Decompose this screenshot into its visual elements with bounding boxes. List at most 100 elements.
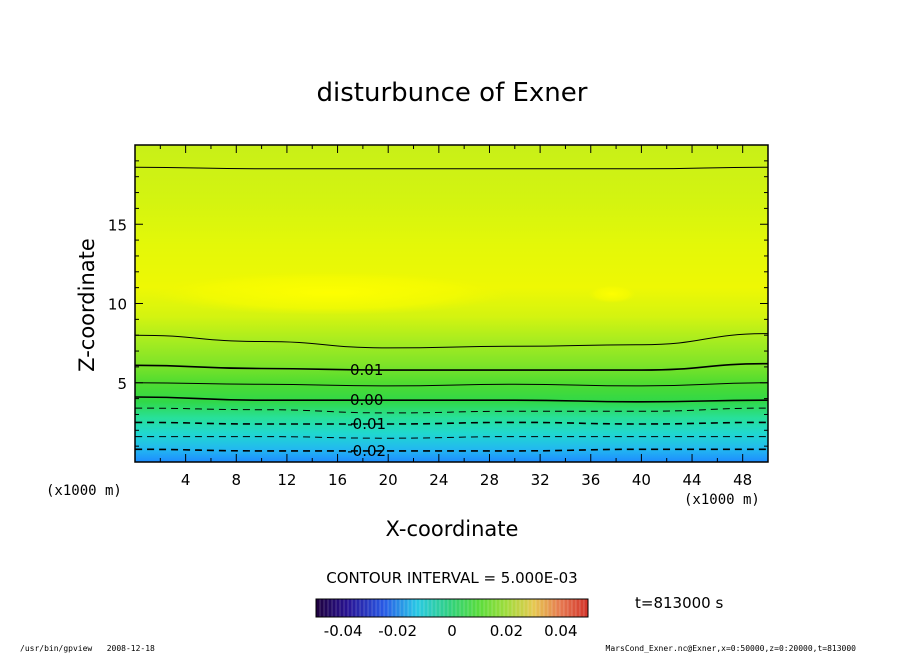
colorbar-tick-label: 0: [447, 622, 457, 640]
x-tick-label: 44: [682, 471, 701, 489]
contour-label: 0.00: [350, 391, 383, 409]
colorbar-cell: [436, 599, 441, 617]
colorbar-ticks: -0.04 -0.02 0 0.02 0.04: [324, 622, 578, 640]
colorbar-cell: [424, 599, 429, 617]
colorbar-cell: [336, 599, 341, 617]
x-tick-label: 12: [277, 471, 296, 489]
colorbar-cell: [400, 599, 405, 617]
contour-labels: 0.01 0.00 -0.01 -0.02: [347, 361, 386, 460]
colorbar-cell: [332, 599, 337, 617]
colorbar-cell: [412, 599, 417, 617]
colorbar-cell: [520, 599, 525, 617]
colorbar-cell: [544, 599, 549, 617]
colorbar-cell: [352, 599, 357, 617]
colorbar-cell: [384, 599, 389, 617]
y-axis-label: Z-coordinate: [75, 238, 99, 372]
x-axis-label: X-coordinate: [386, 517, 519, 541]
contour-line: [135, 382, 768, 387]
colorbar-cell: [360, 599, 365, 617]
colorbar-cell: [380, 599, 385, 617]
colorbar-cells: [315, 599, 589, 617]
x-tick-label: 20: [379, 471, 398, 489]
colorbar-cell: [340, 599, 345, 617]
colorbar-cell: [356, 599, 361, 617]
colorbar-cell: [440, 599, 445, 617]
colorbar-tick-label: 0.04: [544, 622, 577, 640]
colorbar-cell: [512, 599, 517, 617]
contour-label: -0.02: [347, 442, 386, 460]
y-tick-label: 5: [117, 375, 127, 393]
colorbar-cell: [480, 599, 485, 617]
y-tick-label: 10: [108, 296, 127, 314]
colorbar-cell: [316, 599, 321, 617]
contour-line: [135, 421, 768, 425]
contour-line: [135, 166, 768, 170]
colorbar-cell: [516, 599, 521, 617]
colorbar-tick-label: -0.02: [378, 622, 417, 640]
colorbar-cell: [388, 599, 393, 617]
contour-line: [135, 333, 768, 349]
colorbar-cell: [560, 599, 565, 617]
x-tick-label: 28: [480, 471, 499, 489]
colorbar-tick-label: -0.04: [324, 622, 363, 640]
colorbar-cell: [572, 599, 577, 617]
colorbar-cell: [484, 599, 489, 617]
colorbar-cell: [396, 599, 401, 617]
contour-label: -0.01: [347, 415, 386, 433]
colorbar-cell: [488, 599, 493, 617]
colorbar-cell: [324, 599, 329, 617]
contour-lines: [135, 166, 768, 452]
colorbar-cell: [452, 599, 457, 617]
x-tick-label: 36: [581, 471, 600, 489]
x-tick-label: 40: [632, 471, 651, 489]
x-tick-label: 48: [733, 471, 752, 489]
x-unit-label-right: (x1000 m): [684, 492, 760, 508]
colorbar-cell: [460, 599, 465, 617]
colorbar-cell: [496, 599, 501, 617]
contour-line: [135, 362, 768, 371]
colorbar-frame: [315, 598, 589, 618]
y-axis-ticks: 5 10 15: [108, 160, 768, 447]
colorbar-cell: [532, 599, 537, 617]
colorbar-cell: [320, 599, 325, 617]
contour-line: [135, 396, 768, 403]
x-tick-label: 16: [328, 471, 347, 489]
contour-interval-label: CONTOUR INTERVAL = 5.000E-03: [326, 569, 577, 587]
colorbar-cell: [344, 599, 349, 617]
contour-line: [135, 436, 768, 439]
colorbar-cell: [408, 599, 413, 617]
x-tick-label: 4: [181, 471, 191, 489]
colorbar-cell: [564, 599, 569, 617]
colorbar-cell: [584, 599, 589, 617]
colorbar-tick-label: 0.02: [490, 622, 523, 640]
chart-title: disturbunce of Exner: [317, 78, 588, 108]
colorbar-cell: [500, 599, 505, 617]
colorbar-cell: [568, 599, 573, 617]
field-maximum-east: [588, 285, 636, 303]
colorbar-cell: [472, 599, 477, 617]
footer-right: MarsCond_Exner.nc@Exner,x=0:50000,z=0:20…: [606, 644, 857, 653]
colorbar-cell: [508, 599, 513, 617]
contour-line: [135, 448, 768, 452]
colorbar-cell: [416, 599, 421, 617]
colorbar-cell: [444, 599, 449, 617]
colorbar-cell: [368, 599, 373, 617]
colorbar-cell: [580, 599, 585, 617]
colorbar-cell: [428, 599, 433, 617]
colorbar-cell: [420, 599, 425, 617]
colorbar-cell: [556, 599, 561, 617]
x-tick-label: 24: [429, 471, 448, 489]
colorbar-cell: [432, 599, 437, 617]
colorbar-cell: [348, 599, 353, 617]
colorbar-cell: [492, 599, 497, 617]
colorbar-cell: [364, 599, 369, 617]
colorbar-cell: [552, 599, 557, 617]
colorbar-cell: [536, 599, 541, 617]
colorbar-cell: [528, 599, 533, 617]
colorbar-cell: [540, 599, 545, 617]
footer-left: /usr/bin/gpview 2008-12-18: [20, 644, 155, 653]
colorbar-cell: [404, 599, 409, 617]
x-tick-label: 8: [232, 471, 242, 489]
time-label: t=813000 s: [635, 594, 723, 612]
